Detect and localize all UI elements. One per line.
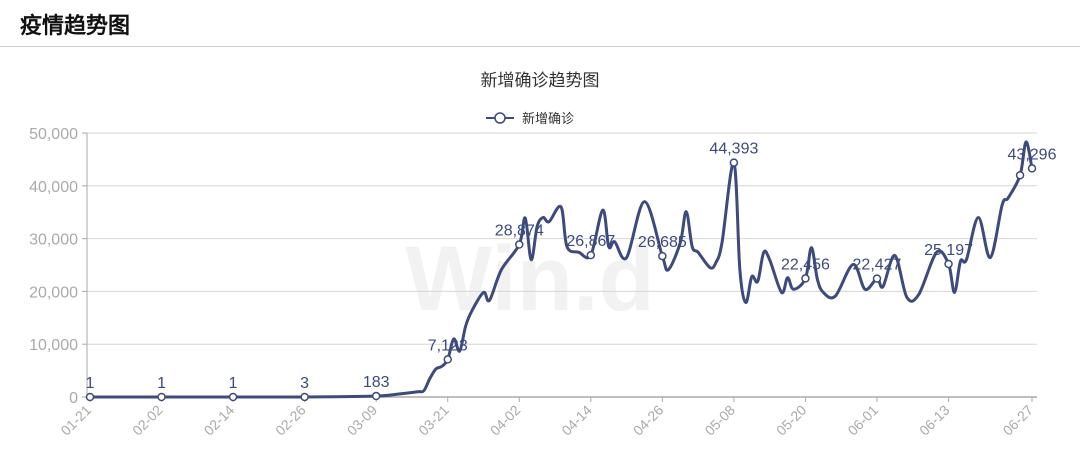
data-label: 1: [229, 375, 238, 392]
data-label: 28,874: [495, 223, 544, 240]
data-point: [586, 250, 596, 260]
data-point: [157, 392, 166, 402]
data-label: 43,296: [1008, 146, 1057, 163]
y-tick-label: 20,000: [29, 284, 78, 301]
chart-title: 新增确诊趋势图: [481, 71, 600, 90]
data-point: [228, 392, 238, 402]
data-point: [801, 274, 810, 283]
page-header: 疫情趋势图: [0, 0, 1080, 47]
x-tick-label: 04-26: [630, 402, 667, 439]
data-point: [300, 392, 309, 402]
y-tick-label: 50,000: [29, 126, 78, 143]
data-label: 44,393: [709, 141, 758, 158]
data-label: 1: [86, 375, 95, 392]
data-point: [371, 391, 381, 401]
data-point: [1015, 170, 1025, 180]
data-point: [443, 355, 452, 364]
x-tick-label: 06-01: [844, 402, 881, 439]
data-point: [85, 392, 95, 402]
x-tick-label: 02-14: [201, 402, 238, 439]
data-point: [872, 274, 882, 283]
x-tick-label: 02-26: [272, 402, 309, 439]
data-label: 183: [363, 374, 390, 391]
x-tick-label: 06-13: [916, 402, 953, 439]
data-label: 22,456: [781, 256, 830, 273]
data-label: 26,685: [638, 234, 687, 251]
data-point: [515, 240, 524, 249]
x-tick-label: 04-14: [558, 402, 595, 439]
data-point: [1027, 164, 1037, 173]
y-tick-label: 0: [69, 390, 78, 407]
x-tick-label: 03-09: [344, 402, 381, 439]
x-tick-label: 03-21: [415, 402, 452, 439]
data-label: 7,123: [428, 337, 468, 354]
x-tick-label: 04-02: [487, 402, 524, 439]
y-tick-label: 40,000: [29, 179, 78, 196]
legend-marker-icon: [494, 112, 506, 124]
data-point: [729, 158, 739, 167]
data-label: 25,197: [924, 242, 973, 259]
data-label: 22,427: [853, 257, 902, 274]
y-tick-label: 10,000: [29, 337, 78, 354]
data-label: 1: [157, 375, 166, 392]
data-point: [658, 251, 667, 261]
legend-label: 新增确诊: [522, 111, 574, 126]
x-tick-label: 01-21: [57, 402, 94, 439]
series-line-新增确诊: [89, 140, 1034, 399]
x-tick-label: 05-20: [773, 402, 810, 439]
x-tick-label: 05-08: [701, 402, 738, 439]
data-label: 26,867: [566, 233, 615, 250]
x-tick-label: 06-27: [999, 402, 1036, 439]
data-point: [944, 259, 953, 269]
x-tick-label: 02-02: [129, 402, 166, 439]
data-label: 3: [300, 375, 309, 392]
y-tick-label: 30,000: [29, 232, 78, 249]
page-title: 疫情趋势图: [20, 14, 131, 39]
